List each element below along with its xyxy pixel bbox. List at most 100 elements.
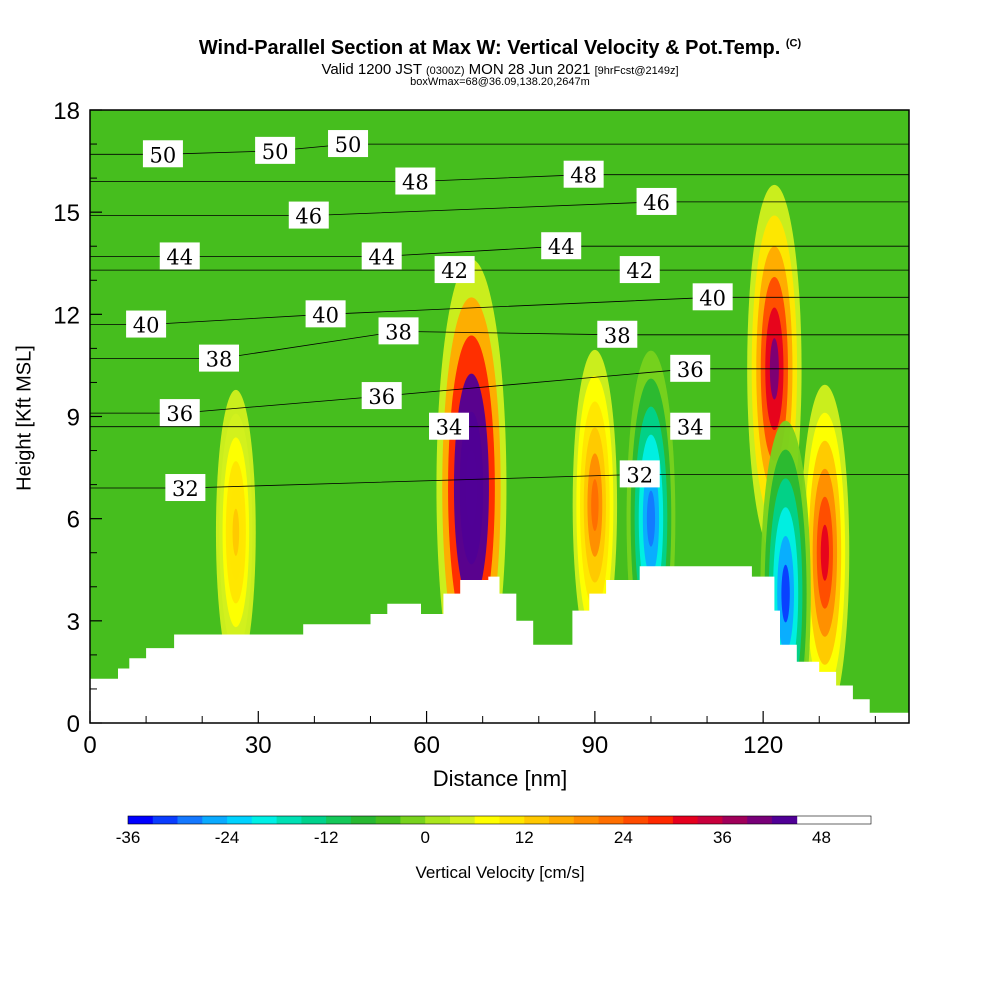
theta-label-text: 36: [368, 385, 395, 409]
colorbar-frame: [127, 815, 872, 825]
colorbar-swatch: [326, 816, 352, 824]
forecast-info: [9hrFcst@2149z]: [594, 65, 679, 77]
y-tick-label: 0: [67, 711, 80, 738]
colorbar-swatch: [301, 816, 327, 824]
colorbar-swatch: [350, 816, 377, 824]
theta-label-46-1: 46: [636, 187, 677, 215]
colorbar-swatch: [474, 816, 500, 824]
colorbar-tick-label: -24: [215, 828, 240, 847]
theta-label-box: [361, 242, 402, 270]
theta-label-box: [395, 167, 436, 195]
theta-label-box: [378, 317, 419, 345]
theta-label-50-2: 50: [328, 130, 369, 158]
box-wmax-info: boxWmax=68@36.09,138.20,2647m: [410, 76, 590, 88]
colorbar-tick-label: 24: [614, 828, 633, 847]
theta-label-44-2: 44: [541, 232, 582, 260]
theta-label-text: 38: [385, 320, 412, 344]
colorbar-tick-label: 0: [420, 828, 429, 847]
chart-title: Wind-Parallel Section at Max W: Vertical…: [0, 37, 1000, 60]
colorbar-tick-label: -12: [314, 828, 339, 847]
theta-label-text: 32: [626, 463, 653, 487]
theta-label-38-1: 38: [378, 317, 419, 345]
velocity-feature-6-band-5: [781, 564, 790, 623]
y-tick-label: 12: [53, 302, 80, 329]
velocity-feature-5-band-5: [646, 490, 656, 547]
x-tick-label: 60: [413, 732, 440, 759]
theta-label-text: 48: [402, 171, 429, 195]
theta-contour-32-line: [90, 474, 909, 489]
theta-label-48-1: 48: [563, 160, 604, 188]
velocity-feature-2-band-5: [820, 524, 829, 581]
theta-label-box: [288, 201, 329, 229]
theta-label-text: 48: [570, 164, 597, 188]
theta-label-box: [670, 354, 711, 382]
theta-label-text: 46: [643, 191, 670, 215]
y-tick-label: 18: [53, 98, 80, 125]
theta-label-42-0: 42: [434, 256, 475, 284]
theta-label-text: 38: [604, 324, 631, 348]
colorbar-swatch: [251, 816, 278, 824]
theta-label-38-0: 38: [199, 344, 240, 372]
theta-label-box: [126, 310, 167, 338]
y-axis-label: Height [Kft MSL]: [13, 345, 36, 491]
theta-label-box: [429, 412, 470, 440]
valid-utc: (0300Z): [425, 65, 465, 77]
theta-label-box: [670, 412, 711, 440]
theta-label-box: [597, 320, 638, 348]
theta-label-text: 32: [172, 477, 199, 501]
theta-label-text: 36: [677, 358, 704, 382]
theta-label-36-1: 36: [361, 382, 402, 410]
theta-label-text: 50: [150, 143, 177, 167]
velocity-feature-0-band-5: [465, 449, 478, 527]
valid-time-line: Valid 1200 JST (0300Z) MON 28 Jun 2021 […: [0, 61, 1000, 78]
y-tick-label: 9: [67, 405, 80, 432]
velocity-field: [215, 184, 850, 723]
copyright-mark: (C): [785, 37, 802, 50]
colorbar-swatch: [722, 816, 748, 824]
theta-label-text: 44: [166, 245, 193, 269]
theta-contour-46-line: [90, 201, 909, 216]
colorbar-swatch: [499, 816, 525, 824]
terrain-profile: [90, 566, 909, 723]
theta-label-box: [255, 136, 296, 164]
colorbar-swatch: [128, 816, 154, 824]
theta-label-box: [692, 283, 733, 311]
theta-label-box: [159, 242, 200, 270]
colorbar-swatch: [450, 816, 476, 824]
theta-label-text: 50: [262, 140, 289, 164]
colorbar-swatch: [375, 816, 401, 824]
theta-label-48-0: 48: [395, 167, 436, 195]
theta-label-box: [199, 344, 240, 372]
theta-contour-48-line: [90, 174, 909, 182]
colorbar-swatch: [425, 816, 451, 824]
valid-date: MON 28 Jun 2021: [468, 61, 591, 78]
y-tick-label: 3: [67, 609, 80, 636]
x-tick-label: 90: [582, 732, 609, 759]
colorbar-swatch: [771, 816, 798, 824]
colorbar-tick-label: 48: [812, 828, 831, 847]
theta-label-34-1: 34: [670, 412, 711, 440]
theta-label-box: [619, 256, 660, 284]
colorbar-swatch: [400, 816, 426, 824]
theta-label-box: [142, 140, 183, 168]
x-axis-label: Distance [nm]: [432, 766, 568, 791]
theta-label-50-0: 50: [142, 140, 183, 168]
theta-label-text: 38: [206, 348, 233, 372]
theta-label-50-1: 50: [255, 136, 296, 164]
colorbar-swatch: [672, 816, 699, 824]
colorbar-swatch: [177, 816, 203, 824]
chart-title-text: Wind-Parallel Section at Max W: Vertical…: [198, 37, 781, 59]
theta-label-34-0: 34: [429, 412, 470, 440]
y-tick-label: 15: [53, 200, 80, 227]
theta-label-text: 44: [368, 245, 395, 269]
theta-label-38-2: 38: [597, 320, 638, 348]
theta-label-box: [159, 399, 200, 427]
theta-label-text: 42: [626, 259, 653, 283]
colorbar-swatch: [598, 816, 624, 824]
theta-label-46-0: 46: [288, 201, 329, 229]
theta-label-40-1: 40: [305, 300, 346, 328]
theta-label-text: 40: [133, 314, 160, 338]
colorbar-swatch: [227, 816, 253, 824]
colorbar-swatch: [697, 816, 723, 824]
